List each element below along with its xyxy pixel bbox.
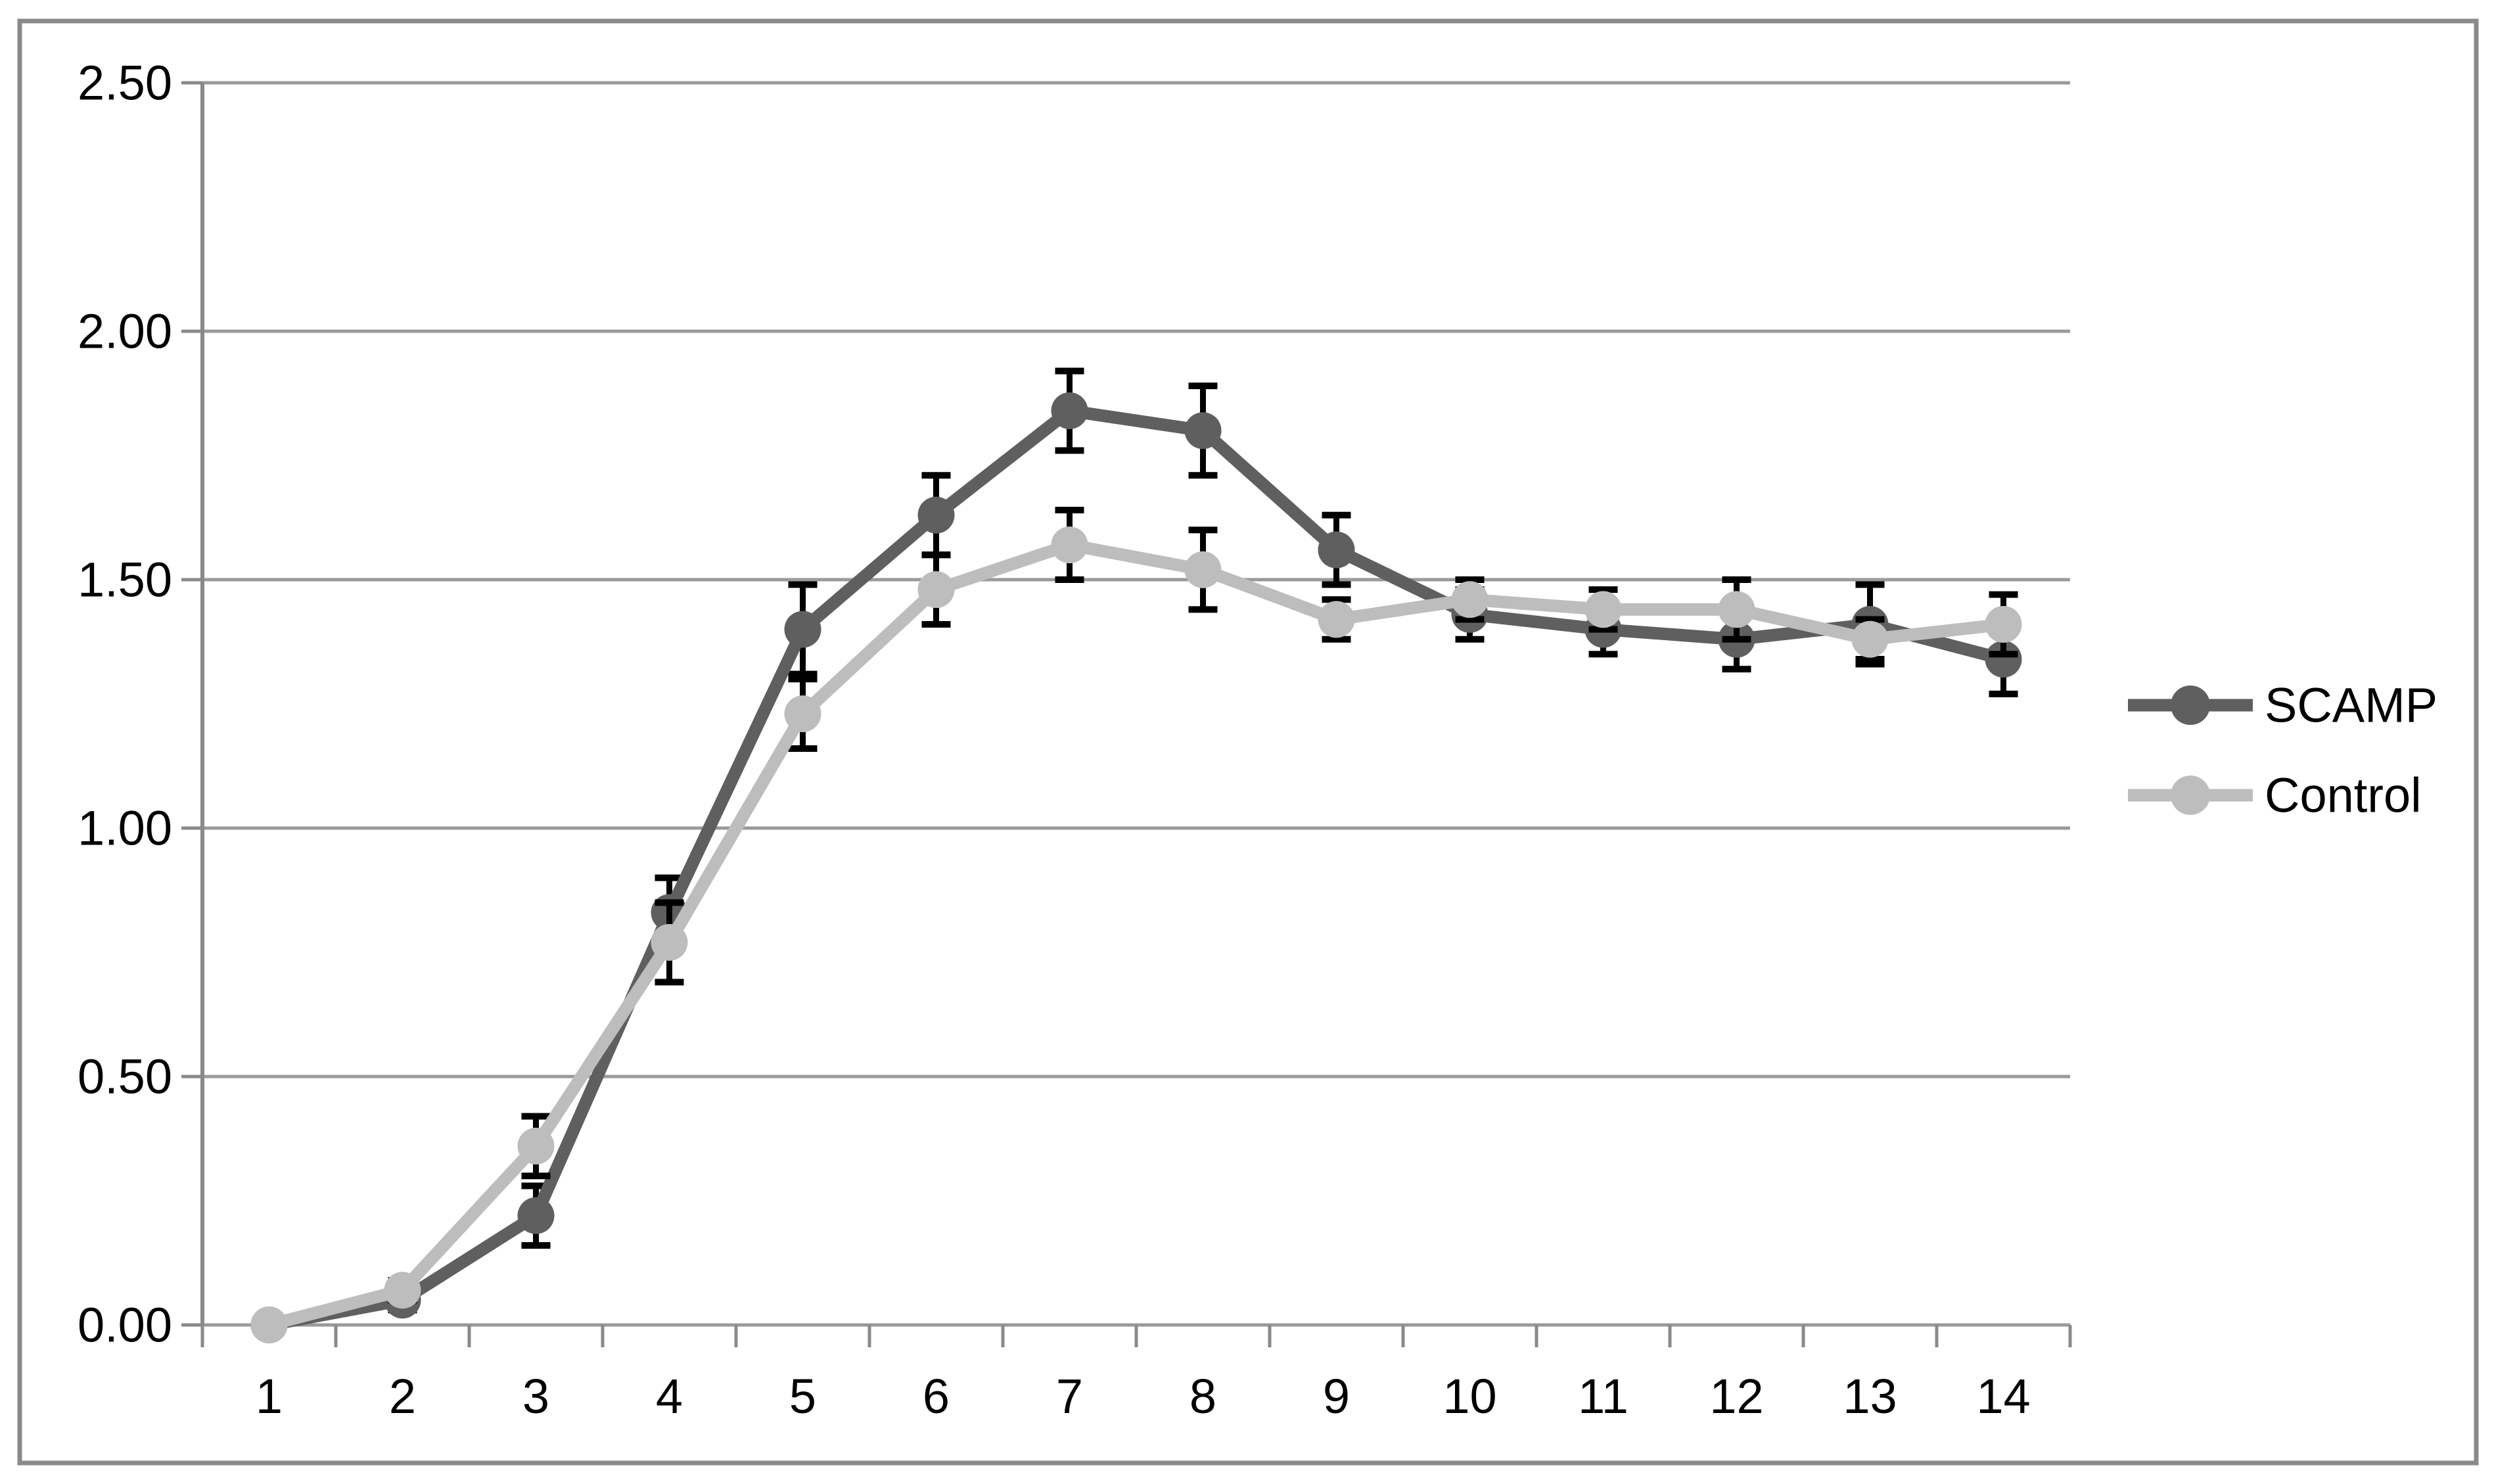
data-point-marker <box>1985 606 2022 643</box>
x-axis: 1 2 3 4 5 6 7 8 9 10 11 12 13 14 <box>200 1325 2072 1424</box>
y-tick-label: 0.00 <box>78 1298 172 1353</box>
data-point-marker <box>517 1197 555 1234</box>
x-tick-label: 5 <box>789 1369 816 1424</box>
series-line <box>267 404 2005 1332</box>
x-tick-label: 6 <box>923 1369 950 1424</box>
y-tick-label: 2.00 <box>78 304 172 359</box>
series-control <box>250 507 2022 1343</box>
legend-label: Control <box>2265 768 2422 823</box>
data-point-marker <box>1851 620 1889 658</box>
data-point-marker <box>1985 640 2022 678</box>
x-tick-label: 14 <box>1976 1369 2030 1424</box>
legend-item-control: Control <box>2128 768 2422 823</box>
y-tick-label: 0.50 <box>78 1050 172 1104</box>
data-point-marker <box>1184 412 1222 450</box>
markers <box>250 526 2022 1343</box>
y-tick-label: 1.00 <box>78 801 172 856</box>
x-tick-label: 10 <box>1443 1369 1496 1424</box>
data-point-marker <box>1584 591 1622 628</box>
legend-item-scamp: SCAMP <box>2128 678 2437 733</box>
data-point-marker <box>384 1272 421 1309</box>
x-tick-label: 8 <box>1189 1369 1216 1424</box>
x-tick-label: 3 <box>522 1369 549 1424</box>
legend-label: SCAMP <box>2265 678 2437 733</box>
data-point-marker <box>1451 581 1489 618</box>
data-point-marker <box>250 1307 288 1343</box>
x-tick-label: 11 <box>1578 1369 1628 1424</box>
y-tick-label: 1.50 <box>78 553 172 607</box>
x-tick-label: 13 <box>1843 1369 1897 1424</box>
x-tick-label: 12 <box>1709 1369 1763 1424</box>
data-point-marker <box>784 611 821 648</box>
series-line <box>267 538 2004 1332</box>
x-tick-label: 2 <box>389 1369 416 1424</box>
data-point-marker <box>1184 551 1222 588</box>
x-tick-label: 4 <box>656 1369 683 1424</box>
y-tick-label: 2.50 <box>78 56 172 110</box>
x-tick-label: 7 <box>1056 1369 1083 1424</box>
data-point-marker <box>917 496 955 534</box>
data-point-marker <box>1051 526 1088 564</box>
data-point-marker <box>651 923 688 961</box>
data-point-marker <box>1718 591 1755 628</box>
y-axis: 0.00 0.50 1.00 1.50 2.00 2.50 <box>78 56 204 1353</box>
legend-marker-icon <box>2171 776 2210 815</box>
x-tick-label: 9 <box>1323 1369 1350 1424</box>
legend: SCAMP Control <box>2128 678 2437 823</box>
data-point-marker <box>1318 601 1355 638</box>
data-point-marker <box>1318 531 1355 568</box>
data-point-marker <box>917 571 955 609</box>
x-tick-label: 1 <box>256 1369 283 1424</box>
gridlines <box>202 81 2070 1327</box>
data-point-marker <box>784 695 821 733</box>
legend-marker-icon <box>2171 685 2210 725</box>
data-point-marker <box>1051 392 1088 429</box>
chart-border <box>17 18 2479 1466</box>
data-point-marker <box>517 1127 555 1165</box>
